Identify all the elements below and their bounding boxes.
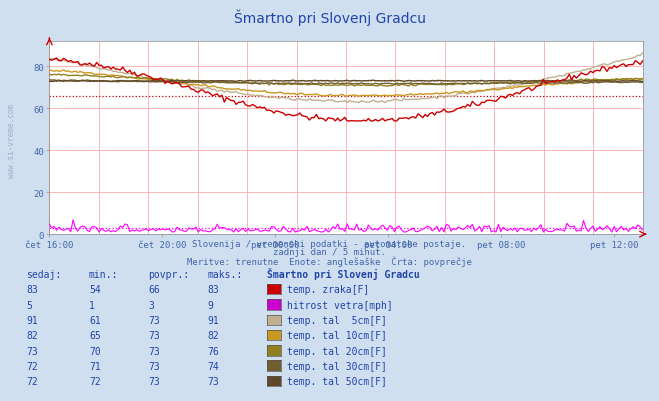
Text: 83: 83 bbox=[208, 285, 219, 295]
Text: Šmartno pri Slovenj Gradcu: Šmartno pri Slovenj Gradcu bbox=[267, 267, 420, 279]
Text: 73: 73 bbox=[208, 376, 219, 386]
Text: 74: 74 bbox=[208, 361, 219, 371]
Text: 72: 72 bbox=[26, 361, 38, 371]
Text: 72: 72 bbox=[89, 376, 101, 386]
Text: Šmartno pri Slovenj Gradcu: Šmartno pri Slovenj Gradcu bbox=[233, 10, 426, 26]
Text: maks.:: maks.: bbox=[208, 269, 243, 279]
Text: temp. tal 10cm[F]: temp. tal 10cm[F] bbox=[287, 330, 387, 340]
Text: temp. tal  5cm[F]: temp. tal 5cm[F] bbox=[287, 315, 387, 325]
Text: 54: 54 bbox=[89, 285, 101, 295]
Text: 5: 5 bbox=[26, 300, 32, 310]
Text: zadnji dan / 5 minut.: zadnji dan / 5 minut. bbox=[273, 248, 386, 257]
Text: 71: 71 bbox=[89, 361, 101, 371]
Text: 65: 65 bbox=[89, 330, 101, 340]
Text: 91: 91 bbox=[26, 315, 38, 325]
Text: 72: 72 bbox=[26, 376, 38, 386]
Text: 73: 73 bbox=[148, 330, 160, 340]
Text: Meritve: trenutne  Enote: anglešaške  Črta: povprečje: Meritve: trenutne Enote: anglešaške Črta… bbox=[187, 255, 472, 266]
Text: temp. zraka[F]: temp. zraka[F] bbox=[287, 285, 369, 295]
Text: Slovenija / vremenski podatki - avtomatske postaje.: Slovenija / vremenski podatki - avtomats… bbox=[192, 240, 467, 249]
Text: 82: 82 bbox=[208, 330, 219, 340]
Text: 91: 91 bbox=[208, 315, 219, 325]
Text: 61: 61 bbox=[89, 315, 101, 325]
Text: sedaj:: sedaj: bbox=[26, 269, 61, 279]
Text: temp. tal 30cm[F]: temp. tal 30cm[F] bbox=[287, 361, 387, 371]
Text: 73: 73 bbox=[148, 346, 160, 356]
Text: 66: 66 bbox=[148, 285, 160, 295]
Text: povpr.:: povpr.: bbox=[148, 269, 189, 279]
Text: temp. tal 50cm[F]: temp. tal 50cm[F] bbox=[287, 376, 387, 386]
Text: hitrost vetra[mph]: hitrost vetra[mph] bbox=[287, 300, 392, 310]
Text: 76: 76 bbox=[208, 346, 219, 356]
Text: temp. tal 20cm[F]: temp. tal 20cm[F] bbox=[287, 346, 387, 356]
Text: 1: 1 bbox=[89, 300, 95, 310]
Text: 3: 3 bbox=[148, 300, 154, 310]
Text: 73: 73 bbox=[148, 315, 160, 325]
Text: www.si-vreme.com: www.si-vreme.com bbox=[7, 103, 16, 177]
Text: 70: 70 bbox=[89, 346, 101, 356]
Text: 73: 73 bbox=[148, 361, 160, 371]
Text: 9: 9 bbox=[208, 300, 214, 310]
Text: 73: 73 bbox=[26, 346, 38, 356]
Text: 83: 83 bbox=[26, 285, 38, 295]
Text: min.:: min.: bbox=[89, 269, 119, 279]
Text: 82: 82 bbox=[26, 330, 38, 340]
Text: 73: 73 bbox=[148, 376, 160, 386]
